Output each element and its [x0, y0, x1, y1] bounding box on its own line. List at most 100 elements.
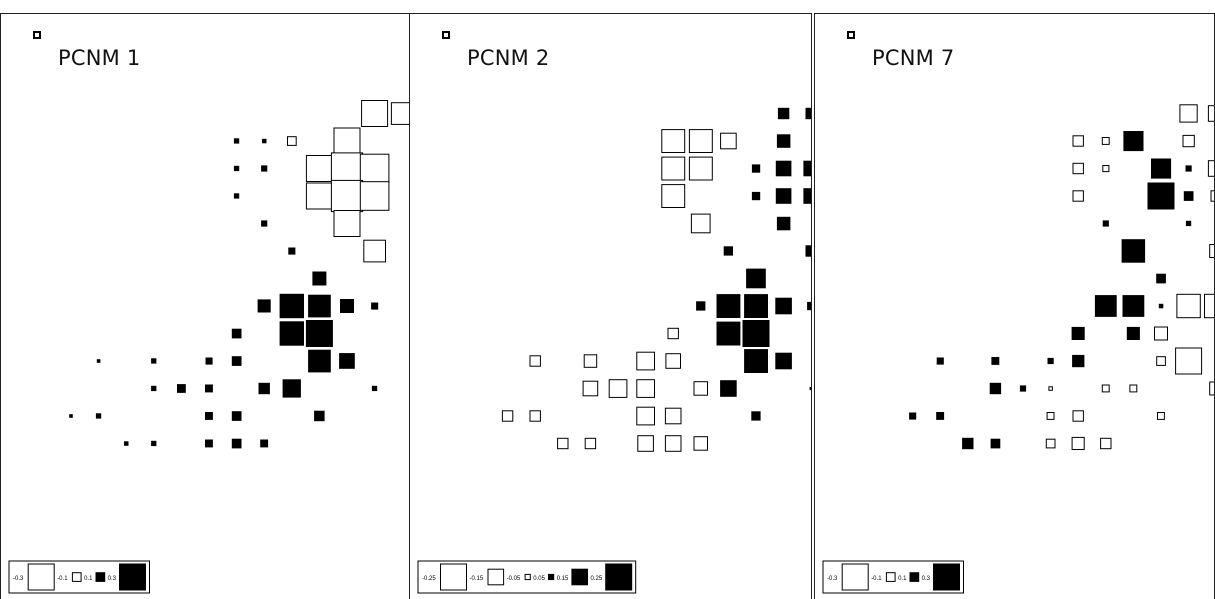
- data-square: [308, 294, 331, 318]
- data-square: [361, 100, 389, 127]
- data-square: [69, 414, 73, 418]
- panel-title: PCNM 1: [58, 46, 141, 70]
- data-square: [720, 132, 737, 150]
- data-square: [231, 328, 242, 339]
- data-square: [359, 181, 390, 211]
- data-square: [1101, 384, 1110, 393]
- data-square: [312, 271, 327, 286]
- data-square: [688, 156, 713, 181]
- data-square: [1210, 190, 1214, 202]
- data-square: [990, 438, 1001, 449]
- data-square: [720, 380, 737, 397]
- data-square: [1100, 437, 1112, 450]
- panel-pcnm-7: -0.3 -0.1 0.1 0.3 PCNM 7: [814, 13, 1215, 599]
- data-square: [305, 320, 333, 347]
- data-square: [339, 353, 355, 369]
- data-square: [261, 220, 268, 227]
- data-square: [371, 385, 378, 392]
- data-square: [363, 239, 386, 263]
- data-square: [1182, 134, 1195, 148]
- data-square: [962, 437, 974, 450]
- legend-box: [8, 560, 150, 594]
- data-square: [279, 321, 305, 346]
- legend-label: 0.3: [108, 576, 117, 582]
- data-square: [1019, 385, 1027, 392]
- data-square: [1071, 326, 1085, 340]
- data-square: [667, 327, 679, 340]
- data-square: [1047, 357, 1054, 365]
- data-square: [1071, 436, 1085, 450]
- legend-square: [440, 563, 467, 591]
- data-square: [1121, 239, 1146, 263]
- legend-label: -0.05: [507, 576, 521, 582]
- data-square: [803, 188, 811, 204]
- legend-box: [417, 560, 637, 594]
- data-square: [1072, 354, 1085, 368]
- data-square: [1179, 104, 1198, 123]
- data-square: [775, 297, 792, 315]
- data-square: [1072, 410, 1084, 422]
- data-square: [231, 356, 242, 366]
- data-square: [95, 413, 102, 419]
- data-square: [775, 188, 792, 204]
- data-square: [151, 440, 157, 447]
- plot-area-2: -0.25 -0.15 -0.05 0.05 0.15 0.25: [417, 31, 811, 594]
- legend-label: -0.1: [871, 576, 882, 582]
- data-square: [1101, 137, 1110, 145]
- data-square: [637, 435, 654, 452]
- data-square: [262, 138, 267, 144]
- data-square: [636, 351, 656, 371]
- data-square: [746, 268, 766, 289]
- legend-square: [548, 573, 555, 581]
- data-square: [257, 299, 271, 313]
- data-square: [529, 355, 541, 367]
- data-square: [1157, 412, 1165, 420]
- data-square: [333, 210, 361, 237]
- data-square: [723, 246, 734, 256]
- legend-square: [571, 568, 588, 586]
- plot-area-7: -0.3 -0.1 0.1 0.3: [822, 31, 1214, 594]
- data-square: [807, 301, 811, 311]
- data-square: [664, 407, 682, 425]
- data-square: [803, 160, 811, 177]
- data-square: [991, 357, 1000, 365]
- data-square: [716, 321, 741, 346]
- data-square: [693, 381, 708, 396]
- data-square: [314, 410, 325, 422]
- legend-label: -0.1: [57, 576, 68, 582]
- data-square: [205, 412, 213, 420]
- legend-square: [524, 573, 531, 581]
- data-square: [751, 191, 761, 201]
- panel-pcnm-2: -0.25 -0.15 -0.05 0.05 0.15 0.25 PCNM 2: [409, 13, 812, 599]
- data-square: [330, 179, 364, 213]
- data-square: [1183, 191, 1194, 201]
- data-square: [776, 216, 791, 231]
- data-square: [557, 437, 569, 450]
- data-square: [282, 379, 301, 398]
- data-square: [340, 299, 354, 313]
- legend-label: 0.1: [898, 576, 907, 582]
- data-square: [1072, 162, 1084, 175]
- data-square: [330, 152, 364, 185]
- data-square: [305, 155, 333, 182]
- legend-square: [885, 572, 896, 582]
- data-square: [690, 213, 711, 234]
- data-square: [775, 352, 792, 370]
- data-square: [636, 406, 656, 426]
- legend-square: [487, 568, 505, 586]
- data-square: [664, 435, 682, 452]
- legend-square: [933, 563, 960, 591]
- data-square: [809, 386, 811, 391]
- legend-square: [605, 563, 633, 591]
- data-square: [936, 412, 945, 420]
- data-square: [177, 384, 186, 393]
- data-square: [775, 160, 792, 177]
- data-square: [287, 136, 297, 146]
- legend-label: 0.05: [533, 576, 545, 582]
- legend-square: [119, 563, 146, 591]
- data-square: [258, 382, 270, 395]
- data-square: [1175, 347, 1203, 375]
- data-square: [529, 410, 541, 422]
- data-square: [279, 293, 305, 319]
- data-square: [151, 385, 157, 392]
